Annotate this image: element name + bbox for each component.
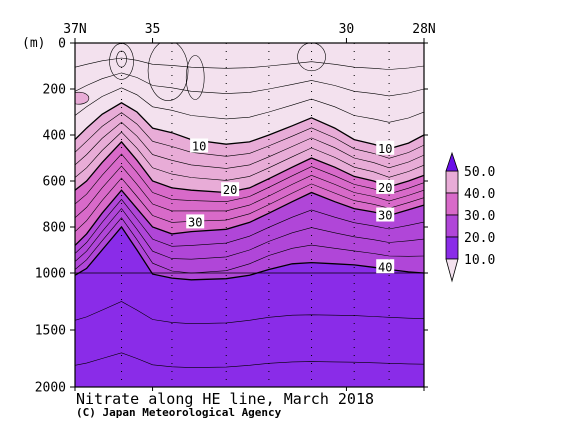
colorbar-label: 30.0 <box>464 209 495 224</box>
contour-line-25 <box>75 165 424 219</box>
contour-label: 10 <box>378 142 392 156</box>
surface-contour-loop <box>147 43 189 101</box>
contour-label: 10 <box>192 140 206 154</box>
contour-label-bg <box>376 207 395 222</box>
colorbar-extend-low <box>445 258 459 283</box>
contour-label: 20 <box>378 181 392 195</box>
colorbar-segment <box>445 214 459 238</box>
contour-label-bg <box>186 214 205 229</box>
colorbar-segment <box>445 192 459 216</box>
contour-label-bg <box>376 259 395 274</box>
y-tick-label: 1000 <box>35 267 66 282</box>
colorbar-label: 10.0 <box>464 253 495 268</box>
contour-fill-45 <box>75 352 424 387</box>
contour-line-12.5 <box>75 112 424 159</box>
y-tick-label: 2000 <box>35 381 66 396</box>
contour-line-17.5 <box>75 131 424 181</box>
contour-line-37.5 <box>75 217 424 274</box>
contour-line-2.5 <box>75 57 424 70</box>
contour-line-major-20 <box>75 140 424 194</box>
contour-line-27.5 <box>75 177 424 232</box>
contour-line-32.5 <box>75 198 424 254</box>
contour-line-major-30 <box>75 189 424 246</box>
edge-contour-patch <box>75 91 90 105</box>
y-tick-label: 600 <box>43 175 66 190</box>
contour-label: 30 <box>188 215 202 229</box>
y-tick-label: 200 <box>43 83 66 98</box>
contour-line-15 <box>75 121 424 169</box>
colorbar-label: 50.0 <box>464 165 495 180</box>
x-tick-label: 28N <box>412 22 435 37</box>
contour-line-major-10 <box>75 102 424 150</box>
y-tick-label: 800 <box>43 221 66 236</box>
colorbar-label: 40.0 <box>464 187 495 202</box>
y-tick-label: 400 <box>43 129 66 144</box>
contour-label: 30 <box>378 209 392 223</box>
colorbar-segment <box>445 170 459 194</box>
depth-unit-label: (m) <box>22 36 45 51</box>
contour-label-bg <box>376 179 395 194</box>
plot-frame <box>74 42 425 388</box>
y-tick-label: 0 <box>58 37 66 52</box>
contour-line-42.5 <box>75 301 424 325</box>
contour-label: 20 <box>223 183 237 197</box>
x-tick-label: 37N <box>63 22 86 37</box>
x-tick-label: 35 <box>145 22 161 37</box>
contour-line-5 <box>75 72 424 97</box>
contour-line-7.5 <box>75 87 424 123</box>
colorbar-extend-high <box>445 151 459 172</box>
contour-line-35 <box>75 208 424 262</box>
chart-title: Nitrate along HE line, March 2018 <box>76 390 375 408</box>
contour-line-22.5 <box>75 153 424 205</box>
contour-label-bg <box>376 140 395 155</box>
surface-contour-loop <box>185 55 205 100</box>
colorbar-segment <box>445 236 459 260</box>
x-tick-label: 30 <box>339 22 355 37</box>
contour-label: 40 <box>378 260 392 274</box>
contour-label-bg <box>190 138 209 153</box>
contour-line-45 <box>75 352 424 368</box>
y-tick-label: 1500 <box>35 324 66 339</box>
colorbar-label: 20.0 <box>464 231 495 246</box>
chart-credit: (C) Japan Meteorological Agency <box>76 406 282 419</box>
contour-label-bg <box>221 182 240 197</box>
surface-contour-loop <box>297 43 326 72</box>
